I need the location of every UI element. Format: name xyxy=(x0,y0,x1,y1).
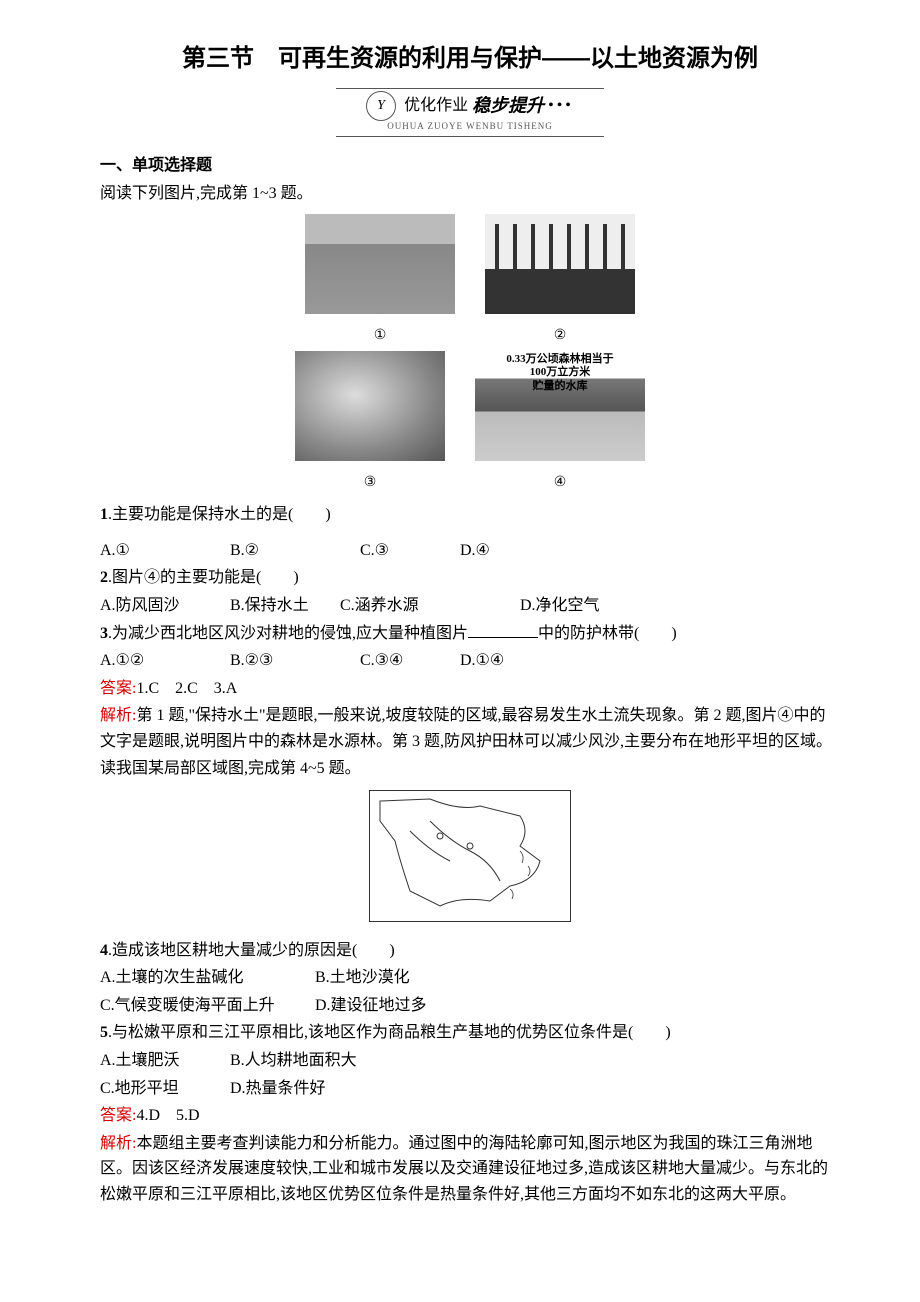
q4-optB: B.土地沙漠化 xyxy=(315,965,495,991)
answer-1-text: 1.C 2.C 3.A xyxy=(136,680,237,697)
q2-stem-text: .图片④的主要功能是( ) xyxy=(108,569,299,586)
q4-num: 4 xyxy=(100,942,108,959)
q1-optB: B.② xyxy=(230,538,360,564)
q2-optD: D.净化空气 xyxy=(520,593,620,619)
q4-options-row2: C.气候变暖使海平面上升 D.建设征地过多 xyxy=(100,993,840,1019)
q1-optD: D.④ xyxy=(460,538,540,564)
q3-optD: D.①④ xyxy=(460,648,540,674)
q1-num: 1 xyxy=(100,506,108,523)
q4-options-row1: A.土壤的次生盐碱化 B.土地沙漠化 xyxy=(100,965,840,991)
map-container xyxy=(100,790,840,930)
explanation-1: 解析:第 1 题,"保持水土"是题眼,一般来说,坡度较陡的区域,最容易发生水土流… xyxy=(100,703,840,754)
banner-main-right: 稳步提升 xyxy=(472,96,544,116)
q2-optA: A.防风固沙 xyxy=(100,593,230,619)
banner: Y 优化作业 稳步提升 ••• OUHUA ZUOYE WENBU TISHEN… xyxy=(100,88,840,138)
q1-stem-text: .主要功能是保持水土的是( ) xyxy=(108,506,331,523)
q4-stem-text: .造成该地区耕地大量减少的原因是( ) xyxy=(108,942,395,959)
image-4-caption-l2: 100万立方米 xyxy=(530,366,591,378)
image-cell-2: ② xyxy=(485,214,635,347)
answer-1-label: 答案: xyxy=(100,680,136,697)
q1-stem: 1.主要功能是保持水土的是( ) xyxy=(100,502,840,528)
image-row-2: ③ 0.33万公顷森林相当于 100万立方米 贮量的水库 ④ xyxy=(100,351,840,494)
explanation-1-text: 第 1 题,"保持水土"是题眼,一般来说,坡度较陡的区域,最容易发生水土流失现象… xyxy=(100,707,832,750)
q4-optC: C.气候变暖使海平面上升 xyxy=(100,993,315,1019)
q3-stem: 3.为减少西北地区风沙对耕地的侵蚀,应大量种植图片 中的防护林带( ) xyxy=(100,621,840,647)
q3-optA: A.①② xyxy=(100,648,230,674)
image-3-label: ③ xyxy=(295,472,445,494)
image-grid-1: ① ② ③ 0.33万公顷森林相当于 100万立方米 贮量的水库 ④ xyxy=(100,214,840,494)
q1-options: A.① B.② C.③ D.④ xyxy=(100,538,840,564)
q5-stem: 5.与松嫩平原和三江平原相比,该地区作为商品粮生产基地的优势区位条件是( ) xyxy=(100,1020,840,1046)
q5-stem-text: .与松嫩平原和三江平原相比,该地区作为商品粮生产基地的优势区位条件是( ) xyxy=(108,1024,671,1041)
q3-options: A.①② B.②③ C.③④ D.①④ xyxy=(100,648,840,674)
image-4-placeholder: 0.33万公顷森林相当于 100万立方米 贮量的水库 xyxy=(475,351,645,461)
intro-text-2: 读我国某局部区域图,完成第 4~5 题。 xyxy=(100,756,840,782)
explanation-2: 解析:本题组主要考查判读能力和分析能力。通过图中的海陆轮廓可知,图示地区为我国的… xyxy=(100,1131,840,1208)
banner-logo-icon: Y xyxy=(366,91,396,121)
banner-dots: ••• xyxy=(548,98,574,115)
q2-num: 2 xyxy=(100,569,108,586)
q1-optA: A.① xyxy=(100,538,230,564)
map-placeholder xyxy=(369,790,571,922)
answer-2: 答案:4.D 5.D xyxy=(100,1103,840,1129)
image-4-label: ④ xyxy=(475,472,645,494)
q5-num: 5 xyxy=(100,1024,108,1041)
image-cell-3: ③ xyxy=(295,351,445,494)
image-row-1: ① ② xyxy=(100,214,840,347)
q3-optC: C.③④ xyxy=(360,648,460,674)
explanation-1-label: 解析: xyxy=(100,707,136,724)
image-2-label: ② xyxy=(485,325,635,347)
q2-optB: B.保持水土 xyxy=(230,593,340,619)
q3-optB: B.②③ xyxy=(230,648,360,674)
q4-optA: A.土壤的次生盐碱化 xyxy=(100,965,315,991)
banner-inner: Y 优化作业 稳步提升 ••• OUHUA ZUOYE WENBU TISHEN… xyxy=(336,88,604,136)
q5-optD: D.热量条件好 xyxy=(230,1076,410,1102)
spacer xyxy=(100,530,840,536)
explanation-2-label: 解析: xyxy=(100,1135,136,1152)
map-svg xyxy=(370,791,570,921)
q5-optB: B.人均耕地面积大 xyxy=(230,1048,410,1074)
q3-num: 3 xyxy=(100,625,108,642)
image-3-placeholder xyxy=(295,351,445,461)
image-1-placeholder xyxy=(305,214,455,314)
image-1-label: ① xyxy=(305,325,455,347)
image-cell-4: 0.33万公顷森林相当于 100万立方米 贮量的水库 ④ xyxy=(475,351,645,494)
answer-1: 答案:1.C 2.C 3.A xyxy=(100,676,840,702)
q5-options-row2: C.地形平坦 D.热量条件好 xyxy=(100,1076,840,1102)
image-2-placeholder xyxy=(485,214,635,314)
q2-optC: C.涵养水源 xyxy=(340,593,520,619)
q2-stem: 2.图片④的主要功能是( ) xyxy=(100,565,840,591)
banner-sub: OUHUA ZUOYE WENBU TISHENG xyxy=(366,119,574,133)
q1-optC: C.③ xyxy=(360,538,460,564)
q3-stem-a: .为减少西北地区风沙对耕地的侵蚀,应大量种植图片 xyxy=(108,625,468,642)
q4-stem: 4.造成该地区耕地大量减少的原因是( ) xyxy=(100,938,840,964)
image-4-caption-l1: 0.33万公顷森林相当于 xyxy=(506,353,613,365)
q4-optD: D.建设征地过多 xyxy=(315,993,495,1019)
section-heading: 一、单项选择题 xyxy=(100,153,840,179)
q2-options: A.防风固沙 B.保持水土 C.涵养水源 D.净化空气 xyxy=(100,593,840,619)
image-4-caption-l3: 贮量的水库 xyxy=(533,380,588,392)
banner-main-left: 优化作业 xyxy=(404,98,468,115)
q3-blank xyxy=(468,621,538,638)
q5-options-row1: A.土壤肥沃 B.人均耕地面积大 xyxy=(100,1048,840,1074)
answer-2-text: 4.D 5.D xyxy=(136,1107,199,1124)
q5-optC: C.地形平坦 xyxy=(100,1076,230,1102)
intro-text-1: 阅读下列图片,完成第 1~3 题。 xyxy=(100,181,840,207)
image-4-caption: 0.33万公顷森林相当于 100万立方米 贮量的水库 xyxy=(475,353,645,393)
q3-stem-b: 中的防护林带( ) xyxy=(538,625,677,642)
answer-2-label: 答案: xyxy=(100,1107,136,1124)
q5-optA: A.土壤肥沃 xyxy=(100,1048,230,1074)
page-title: 第三节 可再生资源的利用与保护——以土地资源为例 xyxy=(100,40,840,78)
explanation-2-text: 本题组主要考查判读能力和分析能力。通过图中的海陆轮廓可知,图示地区为我国的珠江三… xyxy=(100,1135,828,1203)
image-cell-1: ① xyxy=(305,214,455,347)
